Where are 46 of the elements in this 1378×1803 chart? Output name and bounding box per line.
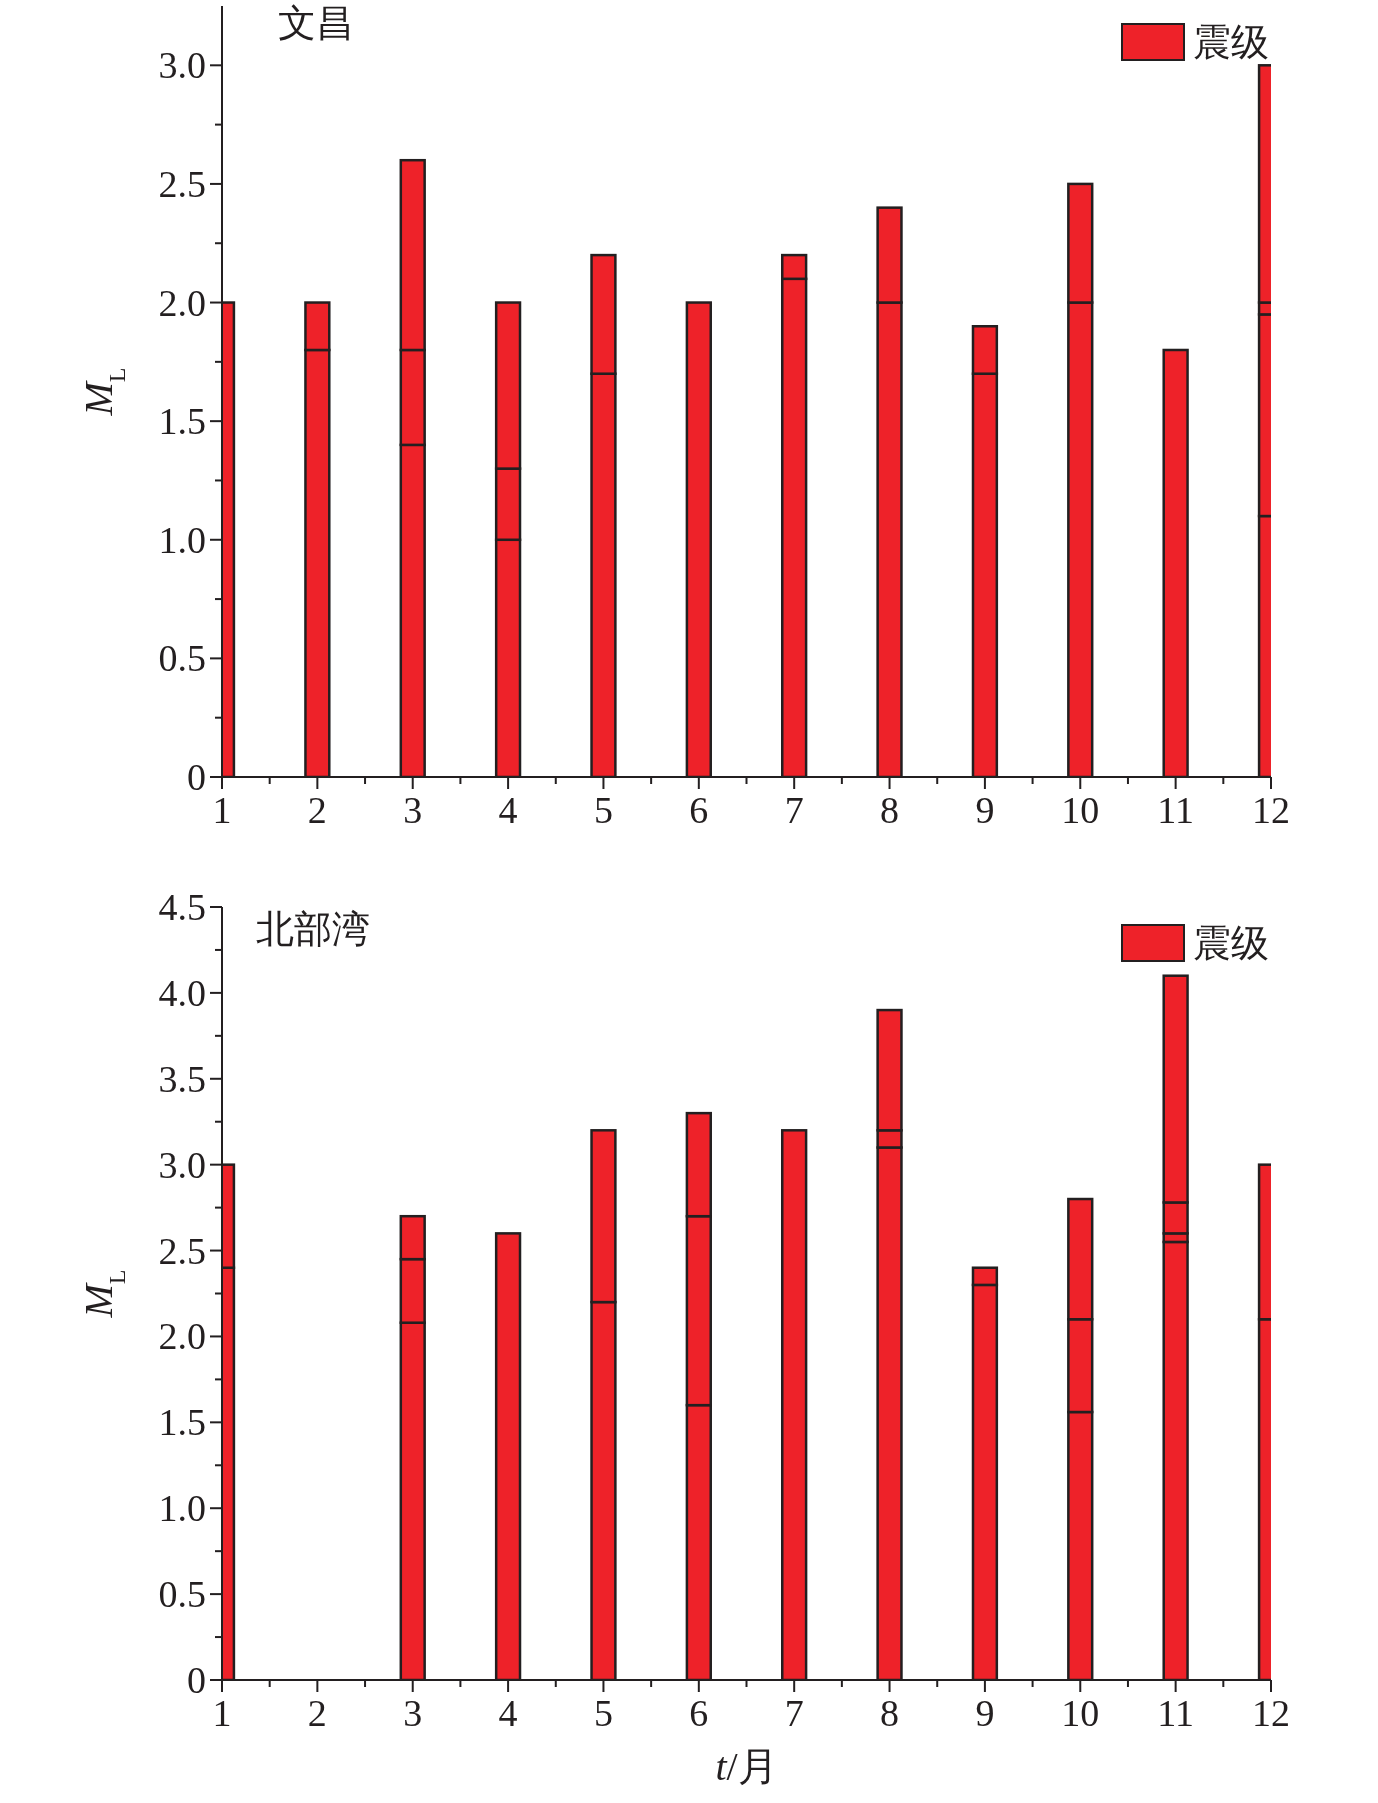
x-tick-label: 6 (689, 789, 709, 831)
x-tick-label: 10 (1061, 1692, 1100, 1734)
x-axis-title: t/月 (715, 1744, 778, 1789)
y-tick-label: 0 (187, 756, 206, 798)
y-tick-label: 1.5 (158, 1401, 206, 1444)
x-tick-label: 12 (1252, 1692, 1290, 1734)
y-tick-label: 0.5 (158, 637, 206, 680)
y-tick-label: 2.0 (158, 281, 206, 324)
y-tick-label: 3.5 (158, 1057, 206, 1100)
y-tick-label: 0 (187, 1659, 206, 1701)
x-tick-label: 8 (880, 789, 900, 831)
y-tick-label: 3.0 (158, 1143, 206, 1186)
x-tick-label: 4 (498, 1692, 518, 1734)
x-tick-label: 2 (307, 1692, 327, 1734)
y-tick-label: 4.5 (158, 886, 206, 928)
x-tick-label: 11 (1157, 789, 1194, 831)
chart-title: 北部湾 (256, 907, 370, 951)
x-tick-label: 11 (1157, 1692, 1194, 1734)
x-tick-label: 5 (593, 1692, 613, 1734)
legend-label: 震级 (1193, 921, 1269, 965)
y-tick-label: 1.5 (158, 400, 206, 443)
x-tick-label: 1 (212, 789, 232, 831)
chart-title: 文昌 (278, 1, 354, 45)
y-tick-label: 0.5 (158, 1573, 206, 1616)
x-tick-label: 9 (975, 789, 995, 831)
y-tick-label: 2.5 (158, 162, 206, 205)
x-tick-label: 4 (498, 789, 518, 831)
y-tick-label: 4.0 (158, 971, 206, 1014)
x-tick-label: 1 (212, 1692, 232, 1734)
x-tick-label: 7 (784, 789, 804, 831)
x-tick-label: 10 (1061, 789, 1100, 831)
x-tick-label: 6 (689, 1692, 709, 1734)
y-tick-label: 3.0 (158, 44, 206, 87)
y-tick-label: 2.5 (158, 1229, 206, 1272)
x-tick-label: 3 (403, 789, 423, 831)
x-tick-label: 3 (403, 1692, 423, 1734)
x-tick-label: 5 (593, 789, 613, 831)
legend-label: 震级 (1193, 20, 1269, 64)
y-tick-label: 2.0 (158, 1315, 206, 1358)
x-tick-label: 7 (784, 1692, 804, 1734)
x-tick-label: 9 (975, 1692, 995, 1734)
y-tick-label: 1.0 (158, 1487, 206, 1530)
y-tick-label: 1.0 (158, 518, 206, 561)
x-tick-label: 12 (1252, 789, 1290, 831)
x-tick-label: 2 (307, 789, 327, 831)
x-tick-label: 8 (880, 1692, 900, 1734)
